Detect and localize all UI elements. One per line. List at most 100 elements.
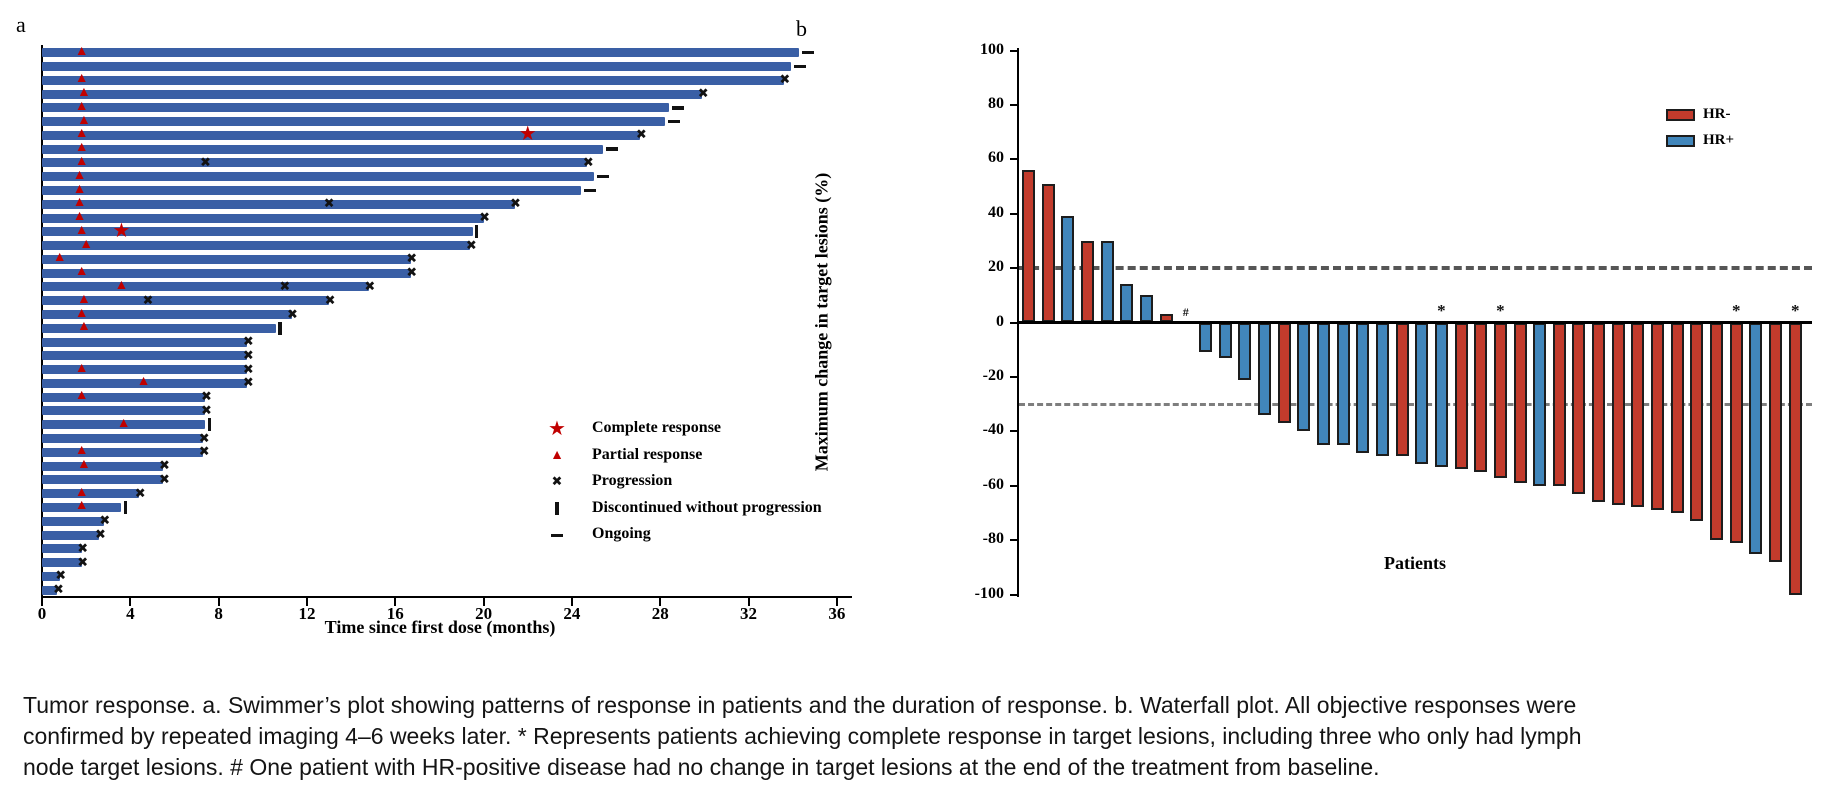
partial-response-triangle-marker: ▲ [74,126,89,142]
waterfall-bar [1474,322,1488,473]
waterfall-bar [1139,295,1153,323]
progression-x-marker: ✖ [198,431,210,447]
partial-response-triangle-marker: ▲ [114,277,129,293]
progression-x-marker: ✖ [55,568,67,584]
vbar-legend-icon [555,502,559,516]
swimmer-bar [42,337,248,347]
discontinued-marker [123,500,128,514]
x-tick-label: 28 [651,604,669,623]
y-tick-label: 80 [988,94,1004,112]
panel-a-label: a [16,12,26,37]
partial-response-triangle-marker: ▲ [74,264,89,280]
swimmer-bar [42,282,369,292]
y-tick-label: 20 [988,258,1004,276]
waterfall-bar [1513,322,1527,483]
waterfall-bar [1434,322,1448,467]
swimmer-bar [42,199,515,209]
dashed-reference-line [1019,266,1812,271]
ongoing-dash-marker [802,50,815,55]
progression-x-marker: ✖ [242,348,254,364]
x-tick-label: 16 [386,604,404,623]
progression-x-marker: ✖ [287,307,298,323]
partial-response-triangle-marker: ▲ [77,319,91,335]
swimmer-bar [42,227,473,237]
x-axis-line [40,595,852,598]
waterfall-bar [1080,240,1094,323]
y-tick-label: 40 [988,203,1004,221]
caption-line: node target lesions. # One patient with … [23,754,1380,780]
swimmer-bar [42,130,641,140]
progression-x-marker: ✖ [53,582,64,598]
partial-response-triangle-marker: ▲ [136,374,151,390]
partial-response-triangle-marker: ▲ [52,250,67,266]
figure-caption: Tumor response. a. Swimmer’s plot showin… [23,690,1582,783]
partial-response-triangle-marker: ▲ [74,153,89,169]
triangle-legend-icon: ▲ [550,447,564,463]
asterisk-annotation: * [1437,300,1446,320]
partial-response-triangle-marker: ▲ [74,484,89,500]
progression-x-marker: ✖ [158,458,170,474]
ongoing-dash-marker [672,106,685,110]
swimmer-bar [42,406,206,416]
partial-response-triangle-marker: ▲ [74,388,89,404]
discontinued-marker [278,321,282,335]
y-axis-line [40,45,43,598]
progression-x-marker: ✖ [279,279,291,295]
x-legend-icon: ✖ [551,474,563,490]
progression-x-marker: ✖ [582,155,594,171]
waterfall-bar [1041,183,1055,323]
swimmer-bar [42,571,60,581]
swimmer-bar [42,213,484,223]
partial-response-triangle-marker: ▲ [74,305,89,321]
legend-item-label: Complete response [592,419,722,436]
swimmer-bar [42,461,164,471]
complete-response-star-marker: ★ [112,219,131,242]
swimmer-bar [42,420,206,430]
swimmer-bar [42,48,800,58]
ongoing-dash-marker [667,119,680,124]
progression-x-marker: ✖ [479,210,491,226]
hr-positive-legend-swatch [1666,135,1695,147]
waterfall-bar [1218,322,1232,358]
y-tick [1009,539,1017,542]
y-tick-label: -80 [982,530,1004,548]
waterfall-bar [1572,322,1586,494]
progression-x-marker: ✖ [94,527,106,543]
waterfall-bar [1395,322,1409,456]
swimmer-bar [42,323,277,333]
swimmer-bar [42,530,100,540]
y-tick [1009,49,1017,52]
waterfall-bar [1277,322,1291,424]
waterfall-bar [1552,322,1566,486]
x-tick-label: 32 [740,604,758,623]
dash-legend-icon [551,533,563,538]
x-tick [305,597,308,606]
progression-x-marker: ✖ [242,362,254,378]
waterfall-bar [1788,322,1802,595]
waterfall-bar [1415,322,1429,464]
partial-response-triangle-marker: ▲ [72,167,87,183]
partial-response-triangle-marker: ▲ [74,360,89,376]
x-axis-title-patients: Patients [1384,553,1446,573]
y-tick-label: -100 [974,584,1004,602]
partial-response-triangle-marker: ▲ [77,112,91,128]
waterfall-bar [1297,322,1311,432]
waterfall-bar [1120,284,1134,323]
swimmer-bar [42,365,248,375]
complete-response-star-marker: ★ [518,123,537,146]
waterfall-bar [1375,322,1389,456]
partial-response-triangle-marker: ▲ [74,98,89,114]
progression-x-marker: ✖ [242,334,254,350]
y-tick [1009,212,1017,215]
hr-negative-legend-swatch [1666,109,1695,121]
progression-x-marker: ✖ [200,403,212,419]
swimmer-bar [42,434,204,444]
partial-response-triangle-marker: ▲ [74,71,89,87]
discontinued-marker [474,225,479,239]
swimmer-bar [42,544,82,554]
x-tick [217,597,220,606]
partial-response-triangle-marker: ▲ [77,291,91,307]
progression-x-marker: ✖ [158,472,170,488]
waterfall-bar [1690,322,1704,522]
